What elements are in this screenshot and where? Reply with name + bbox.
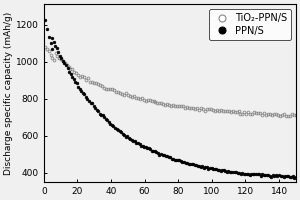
- Legend: TiO₂-PPN/S, PPN/S: TiO₂-PPN/S, PPN/S: [209, 9, 291, 40]
- Y-axis label: Discharge specific capacity (mAh/g): Discharge specific capacity (mAh/g): [4, 11, 13, 175]
